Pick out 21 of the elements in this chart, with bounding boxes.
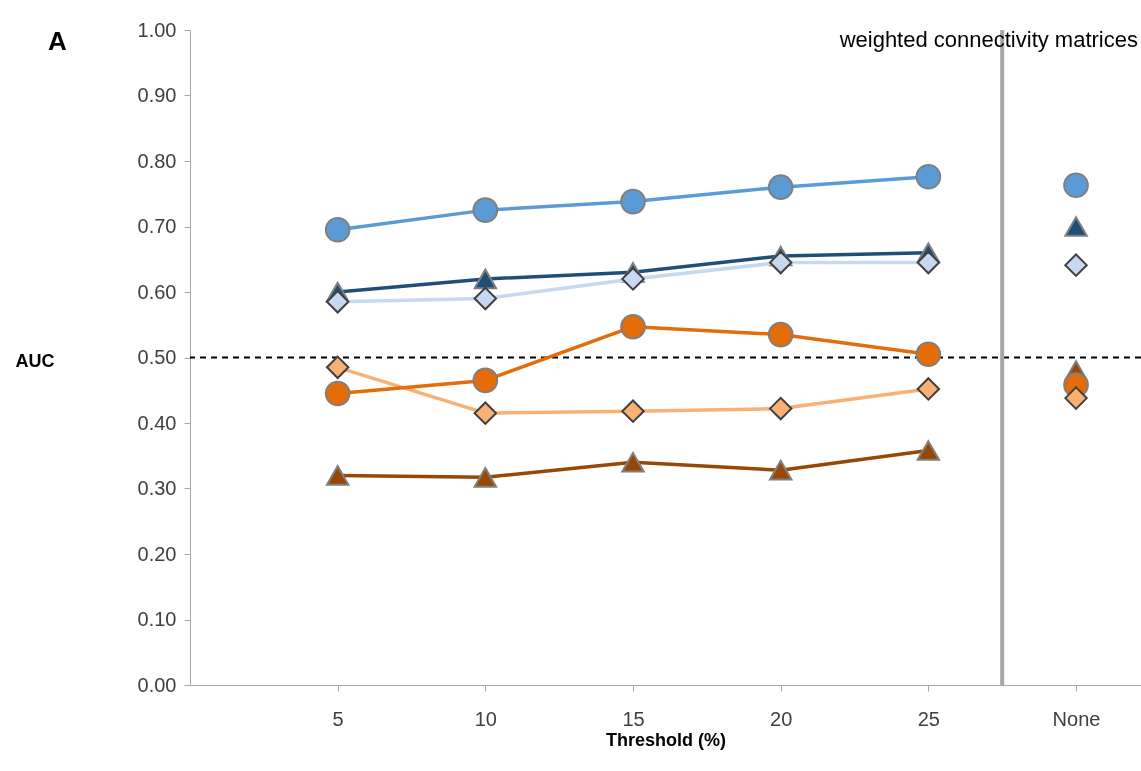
y-tick-label: 0.10 bbox=[137, 608, 177, 630]
y-tick-label: 0.30 bbox=[137, 477, 177, 499]
y-tick-label: 0.00 bbox=[137, 673, 177, 696]
text: A bbox=[48, 26, 67, 57]
y-tick-label: 0.20 bbox=[137, 542, 177, 565]
chart-title: weighted connectivity matrices bbox=[838, 27, 1138, 52]
y-tick-label: 1.00 bbox=[137, 18, 177, 41]
y-axis-title: AUC bbox=[15, 350, 55, 371]
x-tick-label: 20 bbox=[770, 707, 793, 730]
x-tick-label: 15 bbox=[622, 707, 645, 730]
x-axis-title: Threshold (%) bbox=[606, 729, 726, 750]
x-tick-label: None bbox=[1052, 707, 1101, 730]
y-tick-label: 0.40 bbox=[137, 411, 177, 434]
y-tick-label: 0.80 bbox=[137, 149, 177, 172]
y-tick-label: 0.70 bbox=[137, 215, 177, 237]
x-tick-label: 10 bbox=[474, 707, 497, 730]
x-tick-label: 5 bbox=[332, 707, 344, 730]
y-tick-label: 0.50 bbox=[137, 346, 177, 368]
x-tick-label: 25 bbox=[917, 707, 940, 730]
y-tick-label: 0.60 bbox=[137, 280, 177, 303]
y-tick-label: 0.90 bbox=[137, 84, 177, 106]
